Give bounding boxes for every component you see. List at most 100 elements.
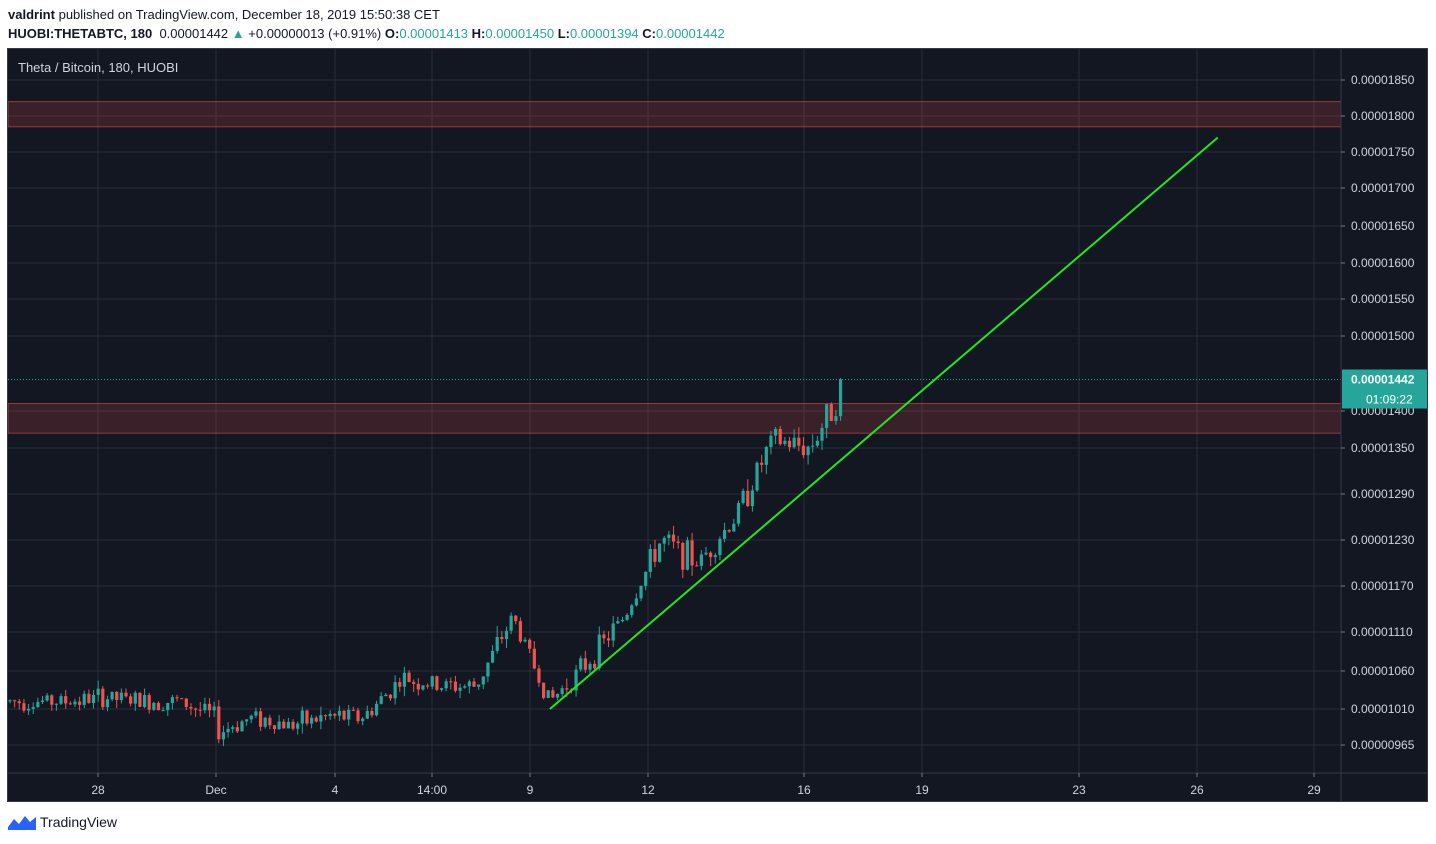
candle-body (342, 710, 346, 720)
candle-body (783, 440, 787, 445)
candle-body (774, 429, 778, 436)
candle-body (156, 702, 161, 711)
price-chart[interactable]: 0.00001850 0.00001800 0.00001750 0.00001700… (8, 49, 1428, 802)
candle-body (166, 702, 170, 711)
candle-body (384, 694, 388, 697)
candle-body (467, 681, 471, 687)
price-tick-label: 0.00000965 (1351, 738, 1415, 752)
candle-body (606, 638, 611, 641)
candle-body (115, 691, 119, 701)
low-label: L: (557, 26, 570, 41)
candle-body (555, 693, 560, 698)
candle-body (565, 688, 569, 690)
candle-body (142, 695, 147, 707)
price-tick-label: 0.00001750 (1351, 145, 1415, 159)
candle-body (323, 715, 328, 717)
last-price: 0.00001442 (159, 26, 229, 41)
candle-body (755, 462, 759, 491)
countdown-label: 01:09:22 (1366, 393, 1413, 407)
candle-body (416, 683, 420, 690)
candle-body (690, 540, 694, 566)
candle-body (36, 702, 40, 708)
candle-body (17, 701, 21, 704)
candle-body (825, 404, 829, 428)
candle-body (681, 543, 685, 570)
candle-body (620, 619, 625, 622)
footer: TradingView (8, 814, 117, 830)
candle-body (583, 658, 587, 670)
candle-body (217, 706, 221, 740)
candle-body (305, 710, 309, 724)
candle-body (87, 693, 91, 703)
candle-body (337, 710, 342, 716)
candle-body (393, 682, 397, 699)
candle-body (310, 717, 314, 724)
candle-body (435, 676, 439, 690)
candle-body (514, 615, 518, 622)
candle-body (676, 541, 680, 544)
candle-body (189, 706, 193, 709)
candle-body (430, 676, 434, 687)
candle-body (96, 688, 100, 695)
price-tick-label: 0.00001230 (1351, 533, 1415, 547)
candle-body (481, 676, 485, 685)
candle-body (699, 554, 703, 566)
candle-body (472, 681, 476, 687)
candle-body (722, 530, 727, 539)
candle-body (685, 540, 690, 570)
candle-body (639, 585, 643, 599)
candle-body (300, 710, 304, 724)
candle-body (203, 703, 207, 711)
candle-body (811, 445, 815, 447)
candle-body (82, 693, 86, 705)
price-tick-label: 0.00001170 (1351, 579, 1414, 593)
candle-body (161, 710, 165, 712)
candle-body (500, 636, 504, 640)
chart-frame[interactable]: 0.00001850 0.00001800 0.00001750 0.00001700… (7, 48, 1428, 802)
candle-body (495, 636, 499, 651)
candle-body (542, 682, 546, 698)
candle-body (532, 648, 536, 669)
candle-body (593, 663, 597, 669)
candle-body (212, 706, 216, 711)
candle-body (291, 721, 295, 729)
candle-body (365, 710, 369, 719)
publish-info: valdrint published on TradingView.com, D… (8, 7, 440, 22)
candle-body (797, 437, 801, 446)
high-value: 0.00001450 (485, 26, 555, 41)
price-tick-label: 0.00001700 (1351, 181, 1415, 195)
candle-body (54, 703, 58, 705)
last-price-tag (1342, 369, 1427, 390)
candle-body (277, 721, 281, 730)
author-name[interactable]: valdrint (8, 7, 55, 22)
candle-body (490, 650, 495, 663)
candle-body (101, 688, 105, 708)
candle-body (314, 717, 318, 722)
candle-body (574, 669, 578, 691)
candle-body (388, 694, 393, 699)
candle-body (695, 565, 699, 567)
candle-body (667, 534, 671, 538)
candle-body (834, 416, 838, 421)
candle-body (31, 707, 35, 709)
candle-body (91, 694, 96, 703)
candle-body (296, 723, 300, 729)
candle-body (727, 530, 731, 532)
candle-body (45, 695, 49, 701)
candle-body (198, 709, 202, 711)
close-value: 0.00001442 (656, 26, 725, 41)
candle-body (644, 571, 648, 586)
candle-body (119, 692, 123, 701)
time-tick-label: 23 (1072, 783, 1086, 797)
candle-body (463, 686, 467, 688)
candle-body (829, 404, 833, 421)
resistance-zone (8, 101, 1342, 128)
candle-body (778, 429, 782, 445)
candle-body (110, 691, 114, 700)
candle-body (124, 692, 128, 697)
candle-body (138, 692, 142, 707)
candle-body (518, 621, 522, 642)
candle-body (551, 690, 555, 698)
candle-body (268, 717, 272, 726)
footer-brand[interactable]: TradingView (40, 814, 118, 830)
